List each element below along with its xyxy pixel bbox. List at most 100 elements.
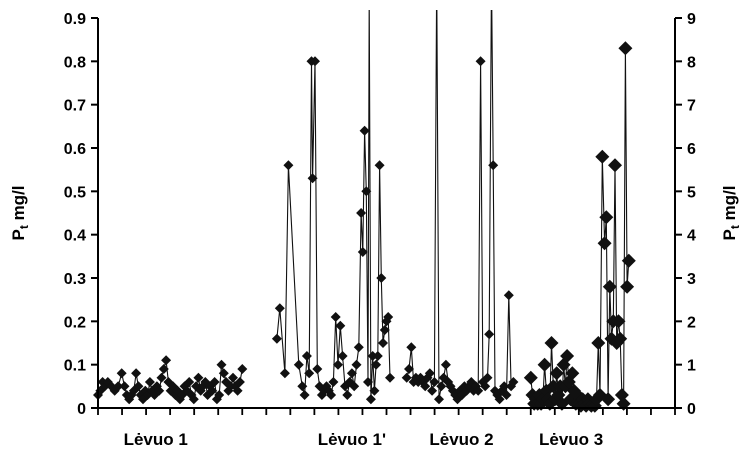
series-1-point-52 — [216, 359, 227, 370]
series-4-point-57 — [621, 253, 636, 268]
series-2-point-35 — [361, 186, 372, 197]
series-4-point-52 — [613, 331, 628, 346]
y-left-tick-label: 0.9 — [64, 11, 86, 28]
series-4-point-42 — [595, 149, 610, 164]
series-2-point-49 — [385, 372, 395, 383]
series-4-point-22 — [560, 349, 575, 363]
series-3-point-1 — [401, 372, 412, 383]
x-category-label: Lėvuo 1 — [124, 430, 188, 449]
series-4-line — [530, 48, 630, 407]
series-4-point-43 — [597, 236, 612, 251]
series-2-point-4 — [283, 160, 294, 171]
y-right-tick-label: 7 — [687, 98, 696, 115]
series-2-point-31 — [353, 342, 364, 353]
series-4-point-40 — [591, 336, 606, 350]
y-left-tick-label: 0.1 — [64, 358, 86, 375]
series-1-point-28 — [161, 355, 172, 366]
series-1-point-16 — [133, 381, 144, 392]
series-3-point-36 — [482, 372, 493, 383]
series-2-point-5 — [293, 359, 304, 370]
series-2-point-3 — [279, 368, 290, 379]
series-1-point-38 — [184, 377, 195, 387]
series-4-point-44 — [599, 210, 614, 225]
y-left-tick-label: 0.2 — [64, 314, 86, 331]
series-2-point-29 — [349, 381, 360, 392]
series-2-line — [276, 10, 391, 400]
series-2-point-46 — [379, 325, 390, 335]
series-3-point-15 — [434, 394, 444, 405]
y-right-tick-label: 9 — [687, 11, 696, 28]
x-category-label: Lėvuo 2 — [429, 430, 493, 449]
series-2-point-1 — [271, 333, 282, 344]
series-1-point-9 — [116, 368, 127, 379]
series-1-point-57 — [228, 372, 238, 383]
series-3-point-44 — [499, 381, 510, 392]
series-1-point-10 — [119, 381, 130, 392]
series-2-point-32 — [356, 208, 367, 218]
series-3-point-32 — [473, 385, 484, 396]
series-2-point-13 — [312, 364, 323, 374]
y-left-tick-label: 0.5 — [64, 184, 86, 201]
series-4-point-13 — [544, 336, 559, 350]
series-3-point-35 — [480, 381, 491, 392]
series-2-point-36 — [363, 377, 373, 387]
series-2-point-40 — [369, 385, 380, 396]
series-4-point-51 — [611, 314, 626, 329]
series-2-point-12 — [310, 56, 320, 67]
series-2-point-19 — [326, 390, 337, 400]
series-2-point-41 — [371, 359, 382, 370]
series-2-point-28 — [346, 368, 357, 379]
series-4-point-45 — [601, 392, 616, 407]
y-left-tick-label: 0.6 — [64, 141, 86, 158]
series-4-point-16 — [549, 366, 564, 381]
series-1-point-27 — [158, 364, 169, 374]
series-2-point-7 — [299, 390, 310, 400]
series-1-point-51 — [214, 390, 225, 400]
series-3-point-13 — [429, 377, 440, 387]
y-left-tick-label: 0 — [77, 401, 86, 418]
axes — [91, 17, 682, 415]
series-2-point-20 — [328, 377, 339, 387]
series-1-point-61 — [237, 364, 248, 374]
series-1-point-48 — [207, 385, 218, 396]
series-3-point-18 — [440, 359, 451, 370]
series-3-point-11 — [424, 368, 435, 379]
series-2-point-6 — [297, 381, 308, 392]
series-2-point-8 — [301, 351, 312, 361]
y-left-tick-label: 0.8 — [64, 54, 86, 71]
series-1-point-42 — [193, 372, 204, 383]
series-1-point-60 — [234, 377, 245, 387]
series-3-point-16 — [436, 381, 447, 392]
series-1-point-49 — [209, 377, 220, 387]
series-2-point-26 — [342, 390, 353, 400]
series-4-point-56 — [620, 279, 635, 294]
series-2-point-22 — [333, 359, 343, 370]
series-4-point-1 — [523, 370, 538, 385]
y-right-tick-label: 8 — [687, 54, 696, 71]
series-1-point-26 — [156, 372, 167, 383]
labels: 0 0.1 0.2 0.3 0.4 0.5 0.6 0.7 0.8 0.9 0 1 2 3 4 5 6 7 8 9 Lė… — [9, 11, 742, 449]
series-2-point-44 — [376, 273, 387, 283]
series-3-point-9 — [420, 381, 431, 392]
series-3-point-2 — [404, 364, 414, 374]
series-3-point-45 — [501, 390, 512, 400]
series-1-point-59 — [232, 385, 243, 396]
series-2-point-9 — [304, 368, 315, 379]
series-1-point-40 — [188, 394, 199, 405]
series-3-point-48 — [508, 377, 519, 387]
y-right-tick-label: 1 — [687, 358, 696, 375]
y-left-tick-label: 0.4 — [64, 228, 86, 245]
series-3-point-37 — [484, 329, 495, 340]
y-right-tick-label: 0 — [687, 401, 696, 418]
series-2-point-34 — [359, 125, 370, 136]
series-2-point-48 — [383, 312, 394, 322]
series-2-point-45 — [378, 338, 388, 348]
series-2-point-42 — [372, 351, 383, 361]
series-2-point-30 — [351, 359, 362, 370]
series-2-point-38 — [365, 394, 376, 405]
series-2-point-37 — [364, 0, 374, 1]
y-axis-right-title: Pt mg/l — [720, 185, 742, 240]
x-category-label: Lėvuo 1' — [318, 430, 386, 449]
series-1-point-21 — [144, 377, 155, 387]
